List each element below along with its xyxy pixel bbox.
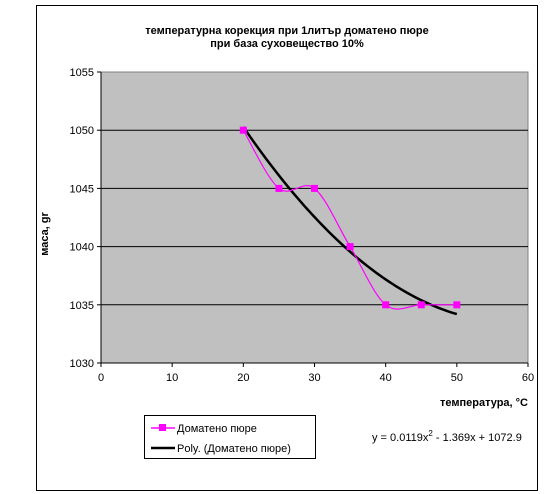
x-axis-label: температура, °С <box>440 397 528 409</box>
data-point-marker <box>239 126 247 134</box>
x-tick-label: 40 <box>380 372 392 384</box>
y-axis-label: маса, gr <box>39 211 51 255</box>
y-tick-label: 1045 <box>70 183 94 195</box>
y-tick-label: 1035 <box>70 300 94 312</box>
y-tick-label: 1055 <box>70 67 94 79</box>
legend <box>144 415 316 459</box>
equation-prefix: y = 0.0119x <box>372 432 429 444</box>
trendline-group <box>242 126 458 316</box>
data-point-marker <box>275 184 283 192</box>
data-point-marker <box>382 301 390 309</box>
x-tick-labels: 0 10 20 30 40 50 60 <box>98 363 534 384</box>
x-tick-label: 10 <box>166 372 178 384</box>
trendline <box>242 126 458 316</box>
x-tick-label: 50 <box>451 372 463 384</box>
y-tick-labels: 1030 1035 1040 1045 1050 1055 <box>70 67 101 370</box>
chart-title-line2: при база суховещество 10% <box>210 38 364 50</box>
y-tick-label: 1040 <box>70 242 94 254</box>
y-tick-label: 1050 <box>70 125 94 137</box>
data-point-marker <box>346 243 354 251</box>
data-point-marker <box>453 301 461 309</box>
equation-exponent: 2 <box>428 429 433 438</box>
y-tick-label: 1030 <box>70 358 94 370</box>
trendline-equation: y = 0.0119x2 - 1.369x + 1072.9 <box>372 429 522 444</box>
x-tick-label: 30 <box>308 372 320 384</box>
equation-suffix: - 1.369x + 1072.9 <box>433 432 522 444</box>
x-tick-label: 0 <box>98 372 104 384</box>
data-point-marker <box>417 301 425 309</box>
x-tick-label: 20 <box>237 372 249 384</box>
chart-title-line1: температурна корекция при 1литър доматен… <box>145 25 428 37</box>
series-group <box>239 126 461 310</box>
x-tick-label: 60 <box>522 372 534 384</box>
data-point-marker <box>311 184 318 192</box>
